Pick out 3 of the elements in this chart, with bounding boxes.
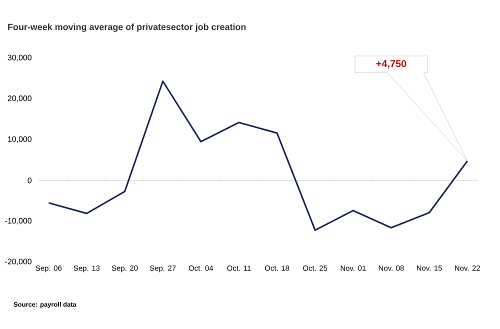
annotation: +4,750 xyxy=(376,60,406,69)
chart-subtitle: Four-week moving average of privatesector job creation xyxy=(8,24,246,32)
line-series xyxy=(48,80,468,231)
